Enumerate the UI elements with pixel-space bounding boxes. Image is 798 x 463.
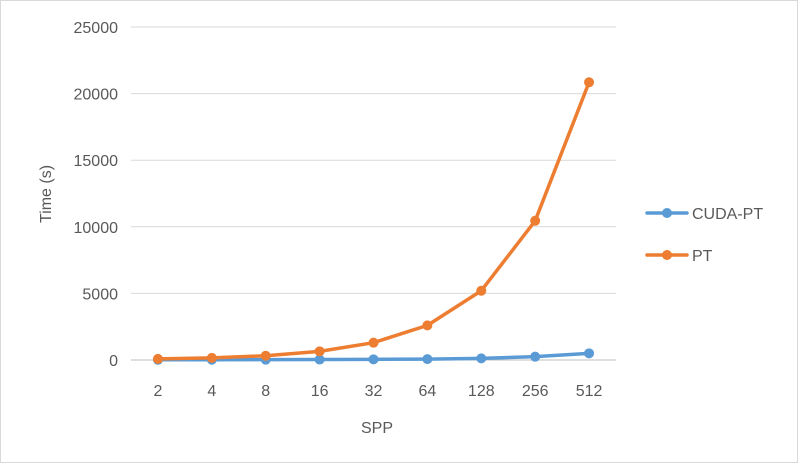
data-point bbox=[206, 352, 217, 363]
x-tick-label: 16 bbox=[311, 383, 329, 400]
legend-item: CUDA-PT bbox=[645, 206, 763, 223]
data-point bbox=[584, 348, 595, 359]
legend-marker bbox=[662, 250, 672, 260]
data-point bbox=[476, 285, 487, 296]
y-axis-title: Time (s) bbox=[38, 165, 55, 223]
x-tick-label: 128 bbox=[468, 383, 495, 400]
x-tick-label: 32 bbox=[365, 383, 383, 400]
x-tick-label: 256 bbox=[522, 383, 549, 400]
x-tick-label: 2 bbox=[153, 383, 162, 400]
legend-label: CUDA-PT bbox=[692, 206, 763, 223]
data-point bbox=[314, 354, 325, 365]
gridlines bbox=[131, 26, 616, 361]
y-tick-label: 5000 bbox=[82, 286, 118, 303]
data-point bbox=[530, 351, 541, 362]
data-point bbox=[530, 215, 541, 226]
x-tick-label: 8 bbox=[261, 383, 270, 400]
x-tick-label: 64 bbox=[418, 383, 436, 400]
data-point bbox=[152, 353, 163, 364]
series-pt bbox=[152, 77, 595, 364]
data-point bbox=[422, 320, 433, 331]
data-point bbox=[584, 77, 595, 88]
data-point bbox=[476, 353, 487, 364]
legend-marker bbox=[662, 208, 672, 218]
series-line bbox=[156, 80, 591, 361]
x-tick-label: 512 bbox=[576, 383, 603, 400]
data-point bbox=[422, 354, 433, 365]
legend-label: PT bbox=[692, 248, 713, 265]
y-tick-labels: 0 5000 10000 15000 20000 25000 bbox=[74, 20, 119, 370]
x-axis-title: SPP bbox=[361, 420, 393, 437]
series-lines bbox=[152, 77, 595, 365]
x-tick-labels: 2 4 8 16 32 64 128 256 512 bbox=[153, 383, 602, 400]
y-tick-label: 10000 bbox=[74, 220, 119, 237]
legend-item: PT bbox=[645, 248, 713, 265]
y-tick-label: 20000 bbox=[74, 87, 119, 104]
data-point bbox=[314, 346, 325, 357]
data-point bbox=[368, 354, 379, 365]
data-point bbox=[260, 350, 271, 361]
y-tick-label: 15000 bbox=[74, 153, 119, 170]
x-tick-label: 4 bbox=[207, 383, 216, 400]
data-point bbox=[368, 337, 379, 348]
y-tick-label: 0 bbox=[109, 353, 118, 370]
y-tick-label: 25000 bbox=[74, 20, 119, 37]
legend: CUDA-PT PT bbox=[645, 206, 763, 265]
